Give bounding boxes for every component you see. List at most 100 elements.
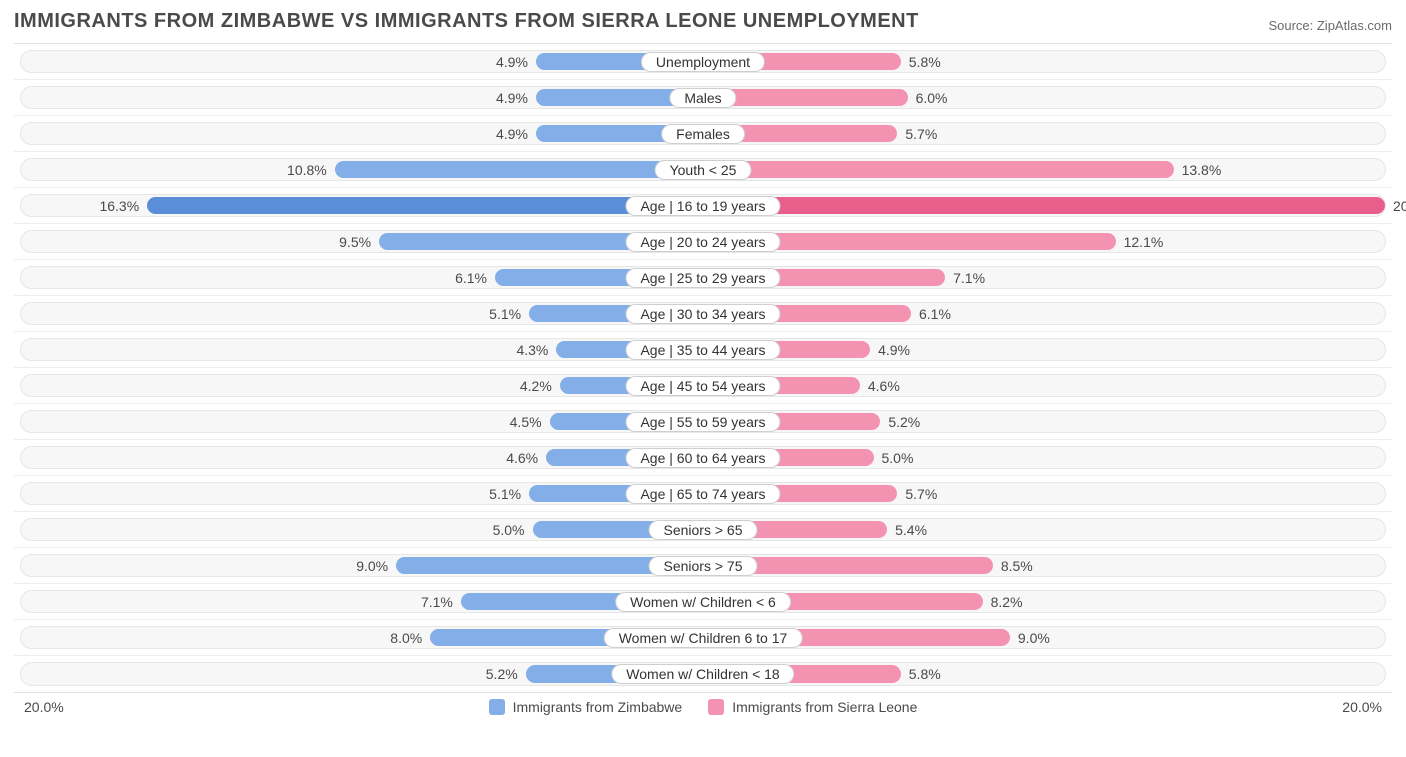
value-label-right: 4.6% — [868, 378, 900, 394]
value-label-right: 8.5% — [1001, 558, 1033, 574]
value-label-right: 7.1% — [953, 270, 985, 286]
category-pill: Seniors > 75 — [649, 556, 758, 576]
category-pill: Age | 45 to 54 years — [625, 376, 780, 396]
chart-row: 9.5% 12.1% Age | 20 to 24 years — [14, 224, 1392, 260]
category-pill: Age | 60 to 64 years — [625, 448, 780, 468]
chart-row: 5.0% 5.4% Seniors > 65 — [14, 512, 1392, 548]
category-pill: Women w/ Children < 6 — [615, 592, 791, 612]
value-label-right: 4.9% — [878, 342, 910, 358]
value-label-left: 4.5% — [510, 414, 542, 430]
chart-row: 5.2%5.8%Women w/ Children < 18 — [14, 656, 1392, 692]
chart-footer: 20.0% Immigrants from Zimbabwe Immigrant… — [14, 693, 1392, 715]
chart-row: 4.3% 4.9% Age | 35 to 44 years — [14, 332, 1392, 368]
legend-label-right: Immigrants from Sierra Leone — [732, 699, 917, 715]
category-pill: Youth < 25 — [655, 160, 752, 180]
page-root: IMMIGRANTS FROM ZIMBABWE VS IMMIGRANTS F… — [0, 0, 1406, 721]
category-pill: Age | 35 to 44 years — [625, 340, 780, 360]
bar-right — [703, 161, 1174, 178]
chart-row: 16.3%20.0%Age | 16 to 19 years — [14, 188, 1392, 224]
row-track: 9.5% 12.1% Age | 20 to 24 years — [20, 230, 1386, 253]
value-label-left: 6.1% — [455, 270, 487, 286]
chart-area: 4.9%5.8%Unemployment4.9%6.0%Males4.9%5.7… — [14, 43, 1392, 693]
row-track: 7.1% 8.2% Women w/ Children < 6 — [20, 590, 1386, 613]
category-pill: Seniors > 65 — [649, 520, 758, 540]
category-pill: Age | 25 to 29 years — [625, 268, 780, 288]
chart-title: IMMIGRANTS FROM ZIMBABWE VS IMMIGRANTS F… — [14, 10, 919, 33]
value-label-right: 20.0% — [1393, 198, 1406, 214]
row-track: 6.1% 7.1% Age | 25 to 29 years — [20, 266, 1386, 289]
value-label-right: 6.0% — [916, 90, 948, 106]
row-track: 4.6% 5.0% Age | 60 to 64 years — [20, 446, 1386, 469]
source-prefix: Source: — [1268, 18, 1316, 33]
value-label-left: 10.8% — [287, 162, 327, 178]
value-label-left: 4.2% — [520, 378, 552, 394]
value-label-left: 9.0% — [356, 558, 388, 574]
category-pill: Males — [669, 88, 736, 108]
value-label-right: 12.1% — [1124, 234, 1164, 250]
row-track: 4.5% 5.2% Age | 55 to 59 years — [20, 410, 1386, 433]
legend-item-left: Immigrants from Zimbabwe — [489, 699, 683, 715]
value-label-right: 5.0% — [882, 450, 914, 466]
legend: Immigrants from Zimbabwe Immigrants from… — [64, 699, 1343, 715]
row-track: 8.0%9.0%Women w/ Children 6 to 17 — [20, 626, 1386, 649]
value-label-right: 5.8% — [909, 666, 941, 682]
chart-row: 4.6% 5.0% Age | 60 to 64 years — [14, 440, 1392, 476]
row-track: 4.9%5.8%Unemployment — [20, 50, 1386, 73]
source-attribution: Source: ZipAtlas.com — [1268, 18, 1392, 33]
category-pill: Age | 20 to 24 years — [625, 232, 780, 252]
category-pill: Age | 65 to 74 years — [625, 484, 780, 504]
chart-row: 4.9%5.8%Unemployment — [14, 44, 1392, 80]
row-track: 10.8% 13.8% Youth < 25 — [20, 158, 1386, 181]
value-label-left: 16.3% — [99, 198, 139, 214]
row-track: 5.0% 5.4% Seniors > 65 — [20, 518, 1386, 541]
axis-max-left: 20.0% — [24, 699, 64, 715]
row-track: 9.0% 8.5% Seniors > 75 — [20, 554, 1386, 577]
chart-row: 4.9% 5.7% Females — [14, 116, 1392, 152]
value-label-left: 4.9% — [496, 54, 528, 70]
category-pill: Unemployment — [641, 52, 765, 72]
value-label-left: 4.6% — [506, 450, 538, 466]
chart-row: 4.5% 5.2% Age | 55 to 59 years — [14, 404, 1392, 440]
value-label-left: 4.3% — [516, 342, 548, 358]
value-label-left: 4.9% — [496, 90, 528, 106]
chart-row: 5.1% 6.1% Age | 30 to 34 years — [14, 296, 1392, 332]
value-label-left: 4.9% — [496, 126, 528, 142]
header: IMMIGRANTS FROM ZIMBABWE VS IMMIGRANTS F… — [14, 10, 1392, 33]
category-pill: Women w/ Children < 18 — [611, 664, 794, 684]
chart-row: 10.8% 13.8% Youth < 25 — [14, 152, 1392, 188]
value-label-right: 5.7% — [905, 126, 937, 142]
chart-row: 5.1% 5.7% Age | 65 to 74 years — [14, 476, 1392, 512]
row-track: 16.3%20.0%Age | 16 to 19 years — [20, 194, 1386, 217]
value-label-right: 5.4% — [895, 522, 927, 538]
value-label-right: 13.8% — [1182, 162, 1222, 178]
value-label-left: 5.1% — [489, 486, 521, 502]
bar-left — [335, 161, 703, 178]
row-track: 4.9% 6.0% Males — [20, 86, 1386, 109]
value-label-left: 8.0% — [390, 630, 422, 646]
category-pill: Females — [661, 124, 745, 144]
legend-swatch-icon — [489, 699, 505, 715]
legend-label-left: Immigrants from Zimbabwe — [513, 699, 683, 715]
value-label-right: 6.1% — [919, 306, 951, 322]
row-track: 5.1% 5.7% Age | 65 to 74 years — [20, 482, 1386, 505]
value-label-right: 9.0% — [1018, 630, 1050, 646]
value-label-left: 5.1% — [489, 306, 521, 322]
chart-row: 4.2% 4.6% Age | 45 to 54 years — [14, 368, 1392, 404]
value-label-right: 5.2% — [888, 414, 920, 430]
chart-row: 6.1% 7.1% Age | 25 to 29 years — [14, 260, 1392, 296]
chart-row: 8.0%9.0%Women w/ Children 6 to 17 — [14, 620, 1392, 656]
chart-row: 7.1% 8.2% Women w/ Children < 6 — [14, 584, 1392, 620]
category-pill: Age | 30 to 34 years — [625, 304, 780, 324]
value-label-left: 9.5% — [339, 234, 371, 250]
value-label-right: 8.2% — [991, 594, 1023, 610]
value-label-left: 7.1% — [421, 594, 453, 610]
category-pill: Age | 55 to 59 years — [625, 412, 780, 432]
row-track: 5.2%5.8%Women w/ Children < 18 — [20, 662, 1386, 686]
axis-max-right: 20.0% — [1342, 699, 1382, 715]
row-track: 4.2% 4.6% Age | 45 to 54 years — [20, 374, 1386, 397]
legend-swatch-icon — [708, 699, 724, 715]
legend-item-right: Immigrants from Sierra Leone — [708, 699, 917, 715]
value-label-right: 5.7% — [905, 486, 937, 502]
row-track: 5.1% 6.1% Age | 30 to 34 years — [20, 302, 1386, 325]
value-label-left: 5.0% — [493, 522, 525, 538]
